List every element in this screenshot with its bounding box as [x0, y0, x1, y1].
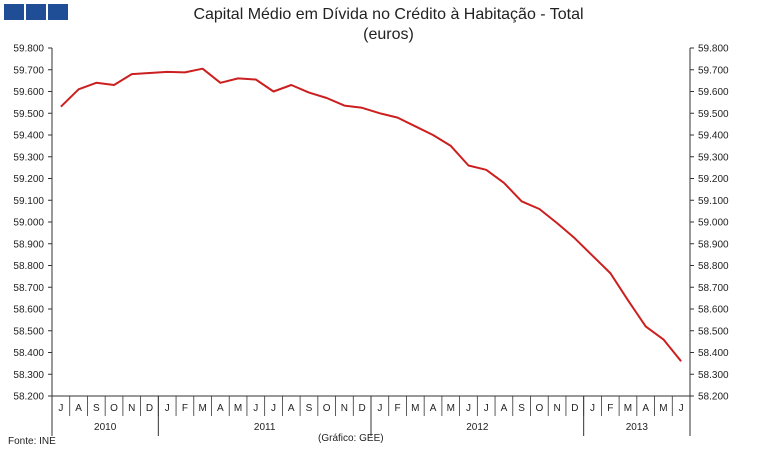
logo-block-3 [48, 4, 68, 20]
x-tick-label-month: S [306, 403, 313, 414]
x-tick-label-month: O [110, 403, 118, 414]
y-tick-label-left: 59.700 [13, 65, 44, 76]
chart-credit: (Gráfico: GEE) [318, 433, 384, 444]
y-tick-label-left: 59.000 [13, 218, 44, 229]
x-tick-label-year: 2013 [626, 422, 649, 433]
y-tick-label-right: 59.700 [698, 65, 729, 76]
x-tick-label-month: J [466, 403, 471, 414]
y-tick-label-right: 58.400 [698, 348, 729, 359]
y-tick-label-left: 59.100 [13, 196, 44, 207]
logo-block-1 [4, 4, 24, 20]
source-note: Fonte: INE [8, 436, 56, 447]
x-tick-label-year: 2012 [466, 422, 489, 433]
y-tick-label-right: 59.500 [698, 109, 729, 120]
x-tick-label-month: J [679, 403, 684, 414]
y-tick-label-right: 59.000 [698, 218, 729, 229]
x-tick-label-month: M [447, 403, 455, 414]
x-tick-label-month: M [198, 403, 206, 414]
series-line-total [60, 67, 682, 362]
x-tick-label-month: O [323, 403, 331, 414]
x-tick-label-month: A [642, 403, 649, 414]
logo-block-2 [26, 4, 46, 20]
chart-title: Capital Médio em Dívida no Crédito à Hab… [193, 6, 584, 23]
x-tick-label-month: D [571, 403, 578, 414]
x-tick-label-month: N [128, 403, 135, 414]
y-tick-label-right: 59.600 [698, 87, 729, 98]
x-tick-label-year: 2011 [254, 422, 276, 433]
x-tick-label-month: S [518, 403, 525, 414]
y-tick-label-left: 59.400 [13, 131, 44, 142]
x-tick-label-month: O [535, 403, 543, 414]
x-tick-label-year: 2010 [94, 422, 117, 433]
x-tick-label-month: J [484, 403, 489, 414]
y-tick-label-right: 58.500 [698, 326, 729, 337]
y-tick-label-left: 58.700 [13, 283, 44, 294]
y-tick-label-left: 58.300 [13, 370, 44, 381]
y-tick-label-right: 58.300 [698, 370, 729, 381]
y-tick-label-left: 58.400 [13, 348, 44, 359]
x-tick-label-month: A [75, 403, 82, 414]
chart-subtitle: (euros) [363, 26, 414, 43]
x-tick-label-month: D [359, 403, 366, 414]
x-tick-label-month: A [430, 403, 437, 414]
x-tick-label-month: J [253, 403, 258, 414]
y-tick-label-left: 58.200 [13, 392, 44, 403]
x-tick-label-month: M [411, 403, 419, 414]
y-tick-label-right: 59.800 [698, 44, 729, 55]
y-tick-label-left: 58.500 [13, 326, 44, 337]
x-tick-label-month: N [553, 403, 560, 414]
x-tick-label-month: A [288, 403, 295, 414]
x-tick-label-month: J [165, 403, 170, 414]
y-tick-label-right: 59.300 [698, 152, 729, 163]
x-tick-label-month: M [234, 403, 242, 414]
x-tick-label-month: M [624, 403, 632, 414]
y-tick-label-left: 59.500 [13, 109, 44, 120]
x-tick-label-month: N [341, 403, 348, 414]
y-tick-label-left: 59.600 [13, 87, 44, 98]
x-tick-label-month: S [93, 403, 100, 414]
x-tick-label-month: F [395, 403, 401, 414]
y-tick-label-right: 58.900 [698, 239, 729, 250]
y-tick-label-right: 59.200 [698, 174, 729, 185]
x-tick-label-month: A [217, 403, 224, 414]
x-tick-label-month: F [607, 403, 613, 414]
x-tick-label-month: J [271, 403, 276, 414]
y-tick-label-right: 58.200 [698, 392, 729, 403]
x-tick-label-month: J [377, 403, 382, 414]
y-tick-label-right: 58.800 [698, 261, 729, 272]
y-tick-label-right: 59.100 [698, 196, 729, 207]
x-tick-label-month: J [58, 403, 63, 414]
y-tick-label-right: 58.600 [698, 305, 729, 316]
x-tick-label-month: M [659, 403, 667, 414]
x-tick-label-month: D [146, 403, 153, 414]
y-tick-label-left: 58.900 [13, 239, 44, 250]
y-tick-label-left: 59.800 [13, 44, 44, 55]
y-tick-label-right: 59.400 [698, 131, 729, 142]
x-tick-label-month: F [182, 403, 188, 414]
y-tick-label-left: 58.800 [13, 261, 44, 272]
y-tick-label-right: 58.700 [698, 283, 729, 294]
y-tick-label-left: 58.600 [13, 305, 44, 316]
y-tick-label-left: 59.300 [13, 152, 44, 163]
x-tick-label-month: A [501, 403, 508, 414]
x-tick-label-month: J [590, 403, 595, 414]
y-tick-label-left: 59.200 [13, 174, 44, 185]
